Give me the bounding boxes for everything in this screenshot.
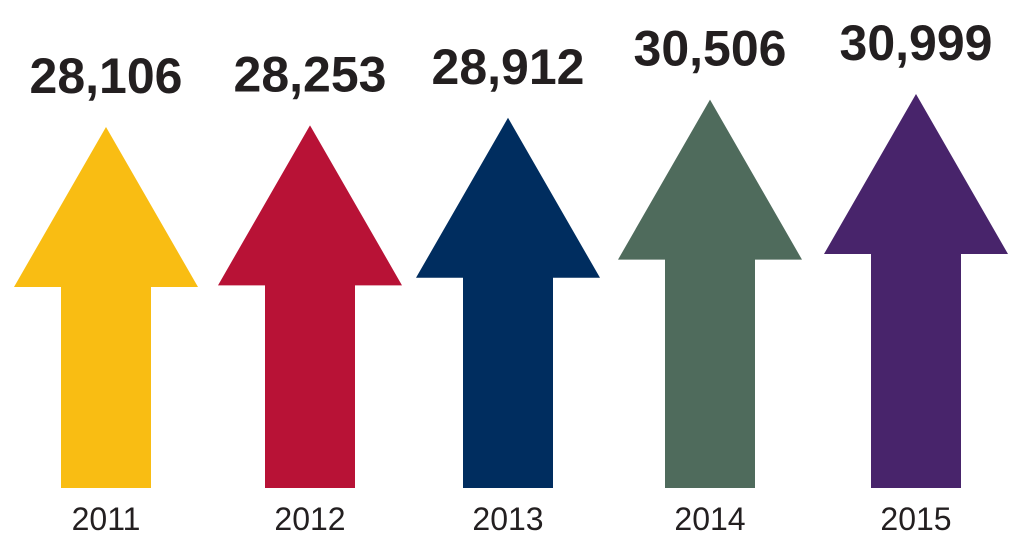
- year-label-2013: 2013: [472, 501, 543, 537]
- year-label-2011: 2011: [72, 501, 141, 537]
- year-labels-group: 2011 2012 2013 2014 2015: [72, 501, 952, 537]
- year-label-2015: 2015: [880, 501, 951, 537]
- arrows-group: [14, 94, 1008, 489]
- arrow-2012: [218, 125, 402, 489]
- value-label-2011: 28,106: [30, 48, 183, 104]
- value-label-2013: 28,912: [432, 39, 585, 95]
- value-label-2014: 30,506: [634, 21, 787, 77]
- arrow-2013: [416, 117, 600, 488]
- arrow-2015: [824, 94, 1008, 488]
- year-label-2014: 2014: [674, 501, 745, 537]
- value-label-2012: 28,253: [234, 46, 387, 102]
- arrow-2014: [618, 99, 802, 489]
- value-label-2015: 30,999: [840, 15, 993, 71]
- year-label-2012: 2012: [274, 501, 345, 537]
- arrow-2011: [14, 127, 198, 488]
- value-labels-group: 28,106 28,253 28,912 30,506 30,999: [30, 15, 993, 104]
